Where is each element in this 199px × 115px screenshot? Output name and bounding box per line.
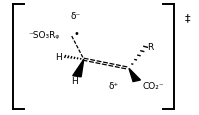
Text: R: R [148,42,154,51]
Text: ⁻SO₃Rᵩ: ⁻SO₃Rᵩ [29,31,60,40]
Text: ‡: ‡ [185,13,191,23]
Polygon shape [73,60,84,77]
Polygon shape [129,69,140,82]
Text: CO₂⁻: CO₂⁻ [143,82,164,91]
Text: δ⁺: δ⁺ [109,82,119,91]
Text: H: H [72,76,78,85]
Text: •: • [74,28,80,38]
Text: H: H [56,52,62,61]
Text: δ⁻: δ⁻ [71,12,81,20]
